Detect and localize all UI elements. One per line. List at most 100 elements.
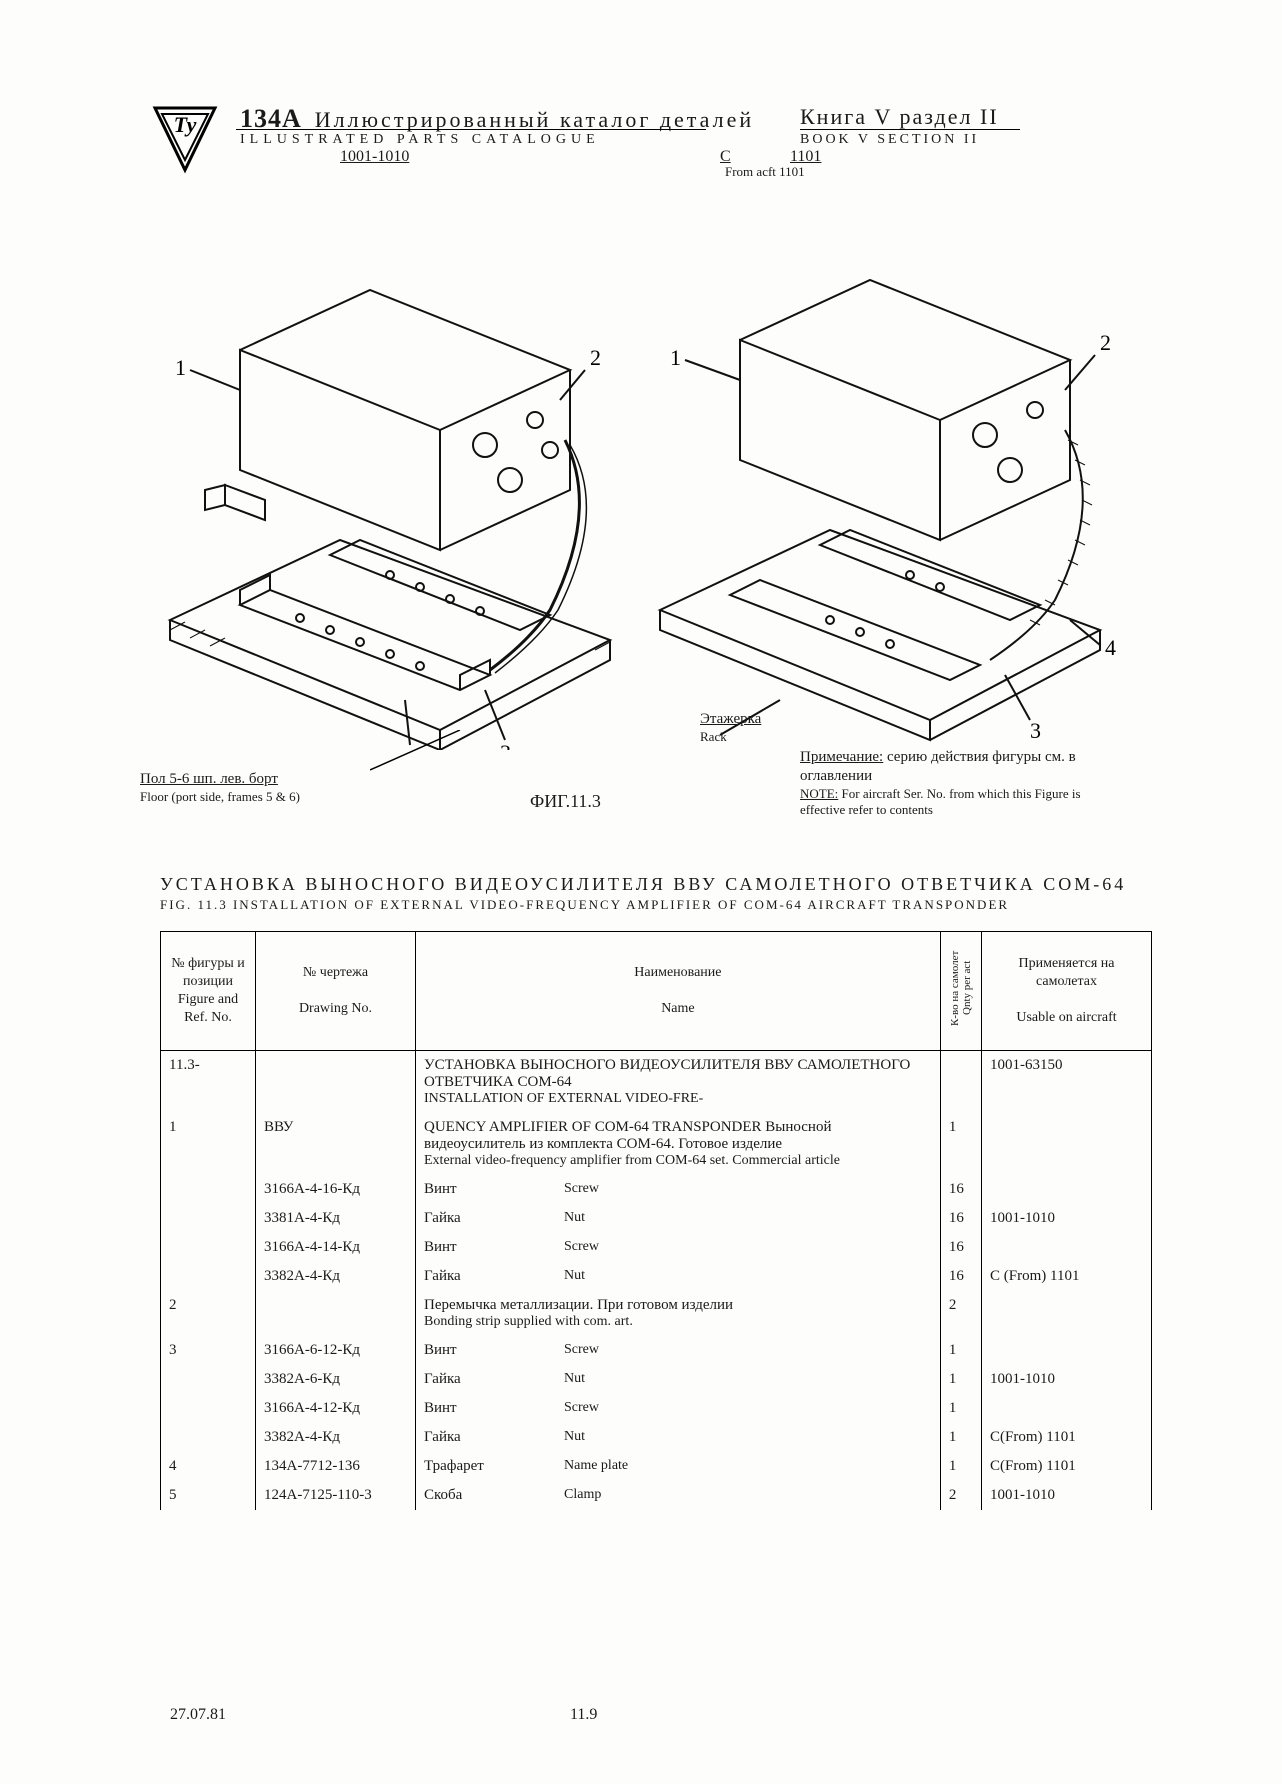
table-row: 3382А-6-КдГайкаNut11001-1010 [161, 1365, 1152, 1394]
callout-3: 3 [500, 740, 511, 750]
cell-usable [982, 1336, 1152, 1365]
table-row: 33166А-6-12-КдВинтScrew1 [161, 1336, 1152, 1365]
cell-usable: 1001-1010 [982, 1204, 1152, 1233]
floor-label: Пол 5-6 шп. лев. борт Floor (port side, … [140, 770, 440, 805]
book-ru: Книга V раздел II [800, 104, 999, 130]
callout-1b: 1 [670, 345, 681, 370]
callout-4: 4 [1105, 635, 1116, 660]
cell-usable [982, 1113, 1152, 1175]
cell-usable [982, 1394, 1152, 1423]
cell-usable [982, 1233, 1152, 1262]
callout-2: 2 [590, 345, 601, 370]
table-row: 1ВВУQUENCY AMPLIFIER OF COM-64 TRANSPOND… [161, 1113, 1152, 1175]
cell-usable: 1001-1010 [982, 1481, 1152, 1510]
fig-id-label: ФИГ.11.3 [530, 790, 601, 813]
book-en: BOOK V SECTION II [800, 132, 979, 148]
cell-usable: С(From) 1101 [982, 1423, 1152, 1452]
table-row: 3382А-4-КдГайкаNut1С(From) 1101 [161, 1423, 1152, 1452]
cell-ref [161, 1394, 256, 1423]
cell-drawing: 124А-7125-110-3 [256, 1481, 416, 1510]
note-label: Примечание: серию действия фигуры см. в … [800, 748, 1120, 818]
cell-name: УСТАНОВКА ВЫНОСНОГО ВИДЕОУСИЛИТЕЛЯ ВВУ С… [416, 1051, 941, 1114]
page-footer: 27.07.81 11.9 [170, 1706, 226, 1724]
th-qty: К-во на самолетQnty per act [940, 932, 981, 1051]
logo: Ту [150, 102, 220, 174]
serial-range: 1001-1010 [340, 148, 409, 165]
cell-name: ГайкаNut [416, 1423, 941, 1452]
cell-qty: 16 [940, 1204, 981, 1233]
cell-qty: 1 [940, 1365, 981, 1394]
cell-name: Перемычка металлизации. При готовом изде… [416, 1291, 941, 1336]
rack-label: Этажерка Rack [700, 710, 761, 745]
cell-drawing: 3166А-6-12-Кд [256, 1336, 416, 1365]
cell-name: ВинтScrew [416, 1336, 941, 1365]
cell-qty: 1 [940, 1113, 981, 1175]
svg-text:Ту: Ту [174, 112, 197, 137]
cell-ref: 3 [161, 1336, 256, 1365]
cell-name: ГайкаNut [416, 1365, 941, 1394]
footer-date: 27.07.81 [170, 1706, 226, 1723]
cell-ref [161, 1423, 256, 1452]
page-header: Ту 134А Иллюстрированный каталог деталей… [160, 110, 1152, 180]
table-row: 11.3-УСТАНОВКА ВЫНОСНОГО ВИДЕОУСИЛИТЕЛЯ … [161, 1051, 1152, 1114]
cell-qty: 16 [940, 1175, 981, 1204]
cell-qty: 1 [940, 1394, 981, 1423]
header-line-2: ILLUSTRATED PARTS CATALOGUE BOOK V SECTI… [240, 132, 600, 148]
cell-ref [161, 1204, 256, 1233]
cell-name: ВинтScrew [416, 1233, 941, 1262]
cell-qty: 1 [940, 1423, 981, 1452]
right-drawing: 1 2 4 3 [630, 190, 1120, 750]
cell-name: ГайкаNut [416, 1204, 941, 1233]
cell-ref [161, 1233, 256, 1262]
cell-name: ВинтScrew [416, 1175, 941, 1204]
table-row: 2Перемычка металлизации. При готовом изд… [161, 1291, 1152, 1336]
th-usable: Применяется на самолетах Usable on aircr… [982, 932, 1152, 1051]
cell-drawing: 3382А-4-Кд [256, 1262, 416, 1291]
cell-qty: 16 [940, 1233, 981, 1262]
cell-usable: 1001-1010 [982, 1365, 1152, 1394]
table-row: 3166А-4-14-КдВинтScrew16 [161, 1233, 1152, 1262]
cell-qty: 1 [940, 1452, 981, 1481]
cell-qty: 2 [940, 1291, 981, 1336]
cell-ref: 5 [161, 1481, 256, 1510]
cell-name: ВинтScrew [416, 1394, 941, 1423]
cell-drawing: 3166А-4-12-Кд [256, 1394, 416, 1423]
table-row: 4134А-7712-136ТрафаретName plate1С(From)… [161, 1452, 1152, 1481]
cell-qty: 16 [940, 1262, 981, 1291]
cell-name: СкобаClamp [416, 1481, 941, 1510]
cell-name: ГайкаNut [416, 1262, 941, 1291]
cell-usable [982, 1175, 1152, 1204]
cell-name: ТрафаретName plate [416, 1452, 941, 1481]
cell-ref: 4 [161, 1452, 256, 1481]
parts-table: № фигуры и позиции Figure and Ref. No. №… [160, 931, 1152, 1510]
cell-drawing: 3166А-4-14-Кд [256, 1233, 416, 1262]
cell-drawing: 3381А-4-Кд [256, 1204, 416, 1233]
cell-drawing [256, 1051, 416, 1114]
cell-qty: 2 [940, 1481, 981, 1510]
th-figure: № фигуры и позиции Figure and Ref. No. [161, 932, 256, 1051]
cell-usable: С (From) 1101 [982, 1262, 1152, 1291]
table-row: 3166А-4-16-КдВинтScrew16 [161, 1175, 1152, 1204]
callout-2b: 2 [1100, 330, 1111, 355]
th-name: Наименование Name [416, 932, 941, 1051]
figure-title: УСТАНОВКА ВЫНОСНОГО ВИДЕОУСИЛИТЕЛЯ ВВУ С… [160, 874, 1152, 913]
cell-ref [161, 1365, 256, 1394]
cell-drawing: ВВУ [256, 1113, 416, 1175]
table-row: 3166А-4-12-КдВинтScrew1 [161, 1394, 1152, 1423]
cell-qty: 1 [940, 1336, 981, 1365]
cell-ref: 1 [161, 1113, 256, 1175]
cell-ref [161, 1262, 256, 1291]
left-drawing: 1 2 3 5 [130, 190, 630, 750]
callout-1: 1 [175, 355, 186, 380]
th-drawing: № чертежа Drawing No. [256, 932, 416, 1051]
footer-page: 11.9 [570, 1706, 597, 1724]
cell-drawing: 3382А-4-Кд [256, 1423, 416, 1452]
cell-drawing: 134А-7712-136 [256, 1452, 416, 1481]
table-row: 3382А-4-КдГайкаNut16С (From) 1101 [161, 1262, 1152, 1291]
cell-drawing: 3382А-6-Кд [256, 1365, 416, 1394]
callout-3b: 3 [1030, 718, 1041, 743]
cell-name: QUENCY AMPLIFIER OF COM-64 TRANSPONDER В… [416, 1113, 941, 1175]
cell-drawing [256, 1291, 416, 1336]
figure-area: 1 2 3 5 [160, 190, 1152, 870]
header-line-3: 1001-1010 С 1101 [340, 148, 409, 166]
